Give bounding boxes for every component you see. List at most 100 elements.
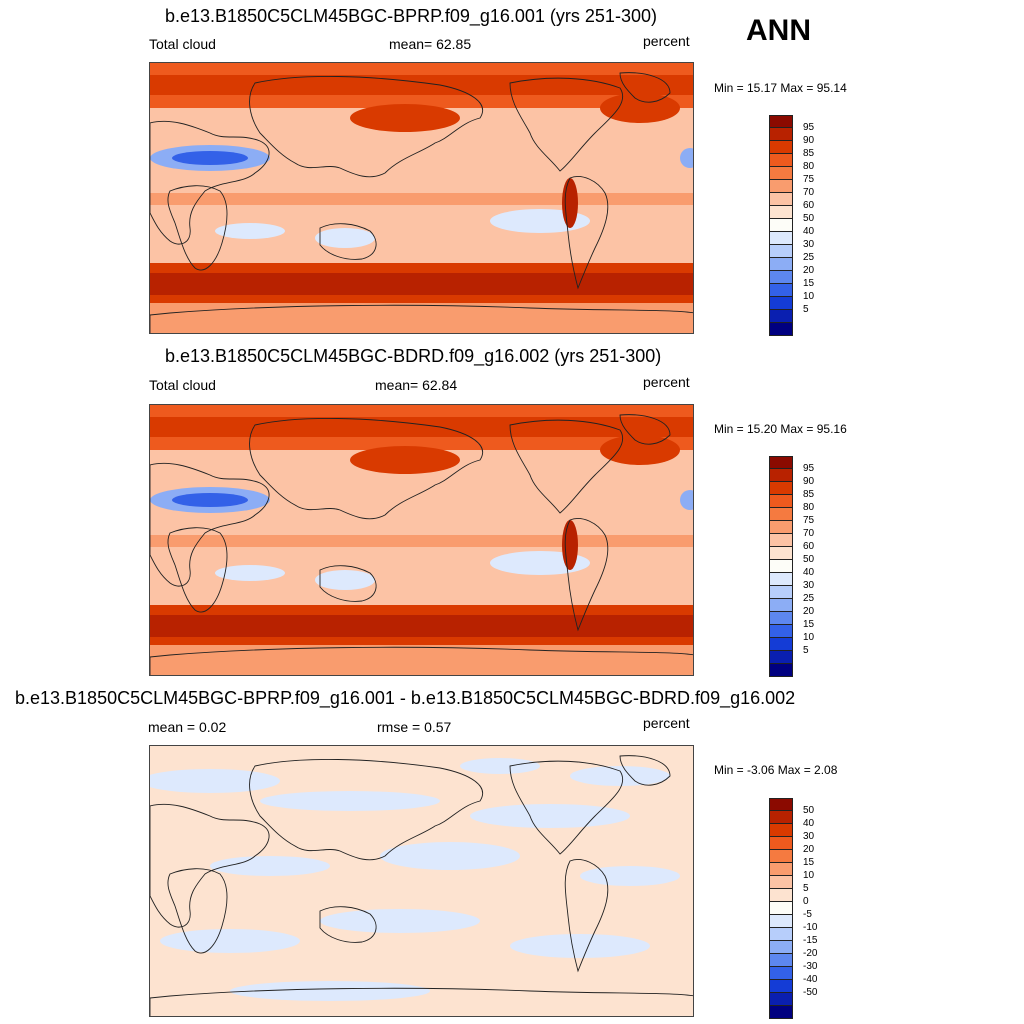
colorbar-swatch bbox=[769, 638, 793, 651]
n-pacific-cloud-region bbox=[350, 104, 460, 132]
colorbar-swatch bbox=[769, 980, 793, 993]
panel-3-mean-label: mean = 0.02 bbox=[148, 719, 227, 735]
band-southern-core bbox=[150, 273, 693, 295]
panel-3-rmse-label: rmse = 0.57 bbox=[377, 719, 452, 735]
colorbar-swatch bbox=[769, 915, 793, 928]
coastline bbox=[150, 987, 693, 1016]
coastline bbox=[249, 758, 483, 861]
colorbar-swatch bbox=[769, 664, 793, 677]
colorbar-swatch bbox=[769, 560, 793, 573]
coastline bbox=[619, 414, 671, 445]
coastline bbox=[167, 185, 228, 271]
colorbar-tick-label: 90 bbox=[803, 135, 815, 146]
band-north-core bbox=[150, 75, 693, 95]
colorbar-swatch bbox=[769, 651, 793, 664]
colorbar-swatch bbox=[769, 863, 793, 876]
colorbar-tick-label: 0 bbox=[803, 896, 809, 907]
colorbar-swatch bbox=[769, 245, 793, 258]
colorbar-swatch bbox=[769, 941, 793, 954]
coastline bbox=[319, 906, 377, 943]
colorbar-swatch bbox=[769, 850, 793, 863]
panel-3-title: b.e13.B1850C5CLM45BGC-BPRP.f09_g16.001 -… bbox=[15, 688, 796, 708]
panel-2-map bbox=[149, 404, 694, 676]
coastline bbox=[150, 304, 693, 333]
colorbar-tick-label: 30 bbox=[803, 580, 815, 591]
colorbar-swatch bbox=[769, 586, 793, 599]
colorbar-tick-label: 50 bbox=[803, 213, 815, 224]
coastline bbox=[150, 646, 693, 675]
negative-difference-region bbox=[470, 804, 630, 828]
colorbar-swatch bbox=[769, 837, 793, 850]
negative-difference-region bbox=[150, 769, 280, 793]
colorbar-swatch bbox=[769, 798, 793, 811]
negative-difference-region bbox=[570, 766, 670, 786]
colorbar-tick-label: 80 bbox=[803, 161, 815, 172]
colorbar-tick-label: 10 bbox=[803, 291, 815, 302]
coastline bbox=[509, 419, 624, 514]
colorbar-swatch bbox=[769, 824, 793, 837]
season-label: ANN bbox=[746, 14, 811, 47]
panel-3-map bbox=[149, 745, 694, 1017]
panel-1-minmax-label: Min = 15.17 Max = 95.14 bbox=[714, 81, 847, 95]
panel-3-colorbar: 50 40 30 20 15 10 5 0 -5 -10 -15 -20 -30 -40 -50 bbox=[769, 798, 817, 1019]
panel-1-title: b.e13.B1850C5CLM45BGC-BPRP.f09_g16.001 (… bbox=[165, 6, 657, 26]
colorbar-tick-label: 15 bbox=[803, 619, 815, 630]
coastline bbox=[167, 868, 228, 954]
colorbar-tick-label: 40 bbox=[803, 226, 815, 237]
colorbar-tick-label: 20 bbox=[803, 844, 815, 855]
colorbar-swatch bbox=[769, 323, 793, 336]
colorbar-tick-label: 25 bbox=[803, 593, 815, 604]
colorbar-swatch bbox=[769, 1006, 793, 1019]
colorbar-swatch bbox=[769, 508, 793, 521]
panel-2-mean-label: mean= 62.84 bbox=[375, 377, 458, 393]
colorbar-swatch bbox=[769, 219, 793, 232]
colorbar-swatch bbox=[769, 154, 793, 167]
colorbar-tick-label: 15 bbox=[803, 857, 815, 868]
colorbar-swatch bbox=[769, 206, 793, 219]
n-atlantic-cloud-region bbox=[600, 93, 680, 123]
panel-2-units-label: percent bbox=[643, 374, 690, 390]
colorbar-swatch bbox=[769, 180, 793, 193]
negative-difference-region bbox=[510, 934, 650, 958]
panel-3-units-label: percent bbox=[643, 715, 690, 731]
coastline bbox=[167, 527, 228, 613]
colorbar-tick-label: -40 bbox=[803, 974, 818, 985]
colorbar-tick-label: -10 bbox=[803, 922, 818, 933]
colorbar-swatch bbox=[769, 599, 793, 612]
colorbar-tick-label: 40 bbox=[803, 567, 815, 578]
itcz-band bbox=[150, 193, 693, 205]
negative-difference-region bbox=[160, 929, 300, 953]
band-north-core bbox=[150, 417, 693, 437]
n-atlantic-cloud-region bbox=[600, 435, 680, 465]
negative-difference-region bbox=[460, 758, 540, 774]
colorbar-tick-label: 10 bbox=[803, 870, 815, 881]
colorbar-swatch bbox=[769, 547, 793, 560]
colorbar-swatch bbox=[769, 141, 793, 154]
colorbar-tick-label: 60 bbox=[803, 200, 815, 211]
east-edge-clear-region bbox=[680, 148, 693, 168]
australia-clear-region bbox=[315, 228, 375, 248]
colorbar-tick-label: -30 bbox=[803, 961, 818, 972]
colorbar-tick-label: 5 bbox=[803, 645, 809, 656]
colorbar-tick-label: -20 bbox=[803, 948, 818, 959]
colorbar-tick-label: 50 bbox=[803, 805, 815, 816]
coastline bbox=[319, 565, 377, 602]
colorbar-swatch bbox=[769, 258, 793, 271]
panel-1-mean-label: mean= 62.85 bbox=[389, 36, 472, 52]
colorbar-swatch bbox=[769, 967, 793, 980]
colorbar-tick-label: 50 bbox=[803, 554, 815, 565]
colorbar-swatch bbox=[769, 469, 793, 482]
colorbar-tick-label: 5 bbox=[803, 883, 809, 894]
coastline bbox=[564, 176, 609, 290]
panel-2-colorbar: 95 90 85 80 75 70 60 50 40 30 25 20 15 10 5 bbox=[769, 456, 814, 677]
panel-1-colorbar: 95 90 85 80 75 70 60 50 40 30 25 20 15 10 5 bbox=[769, 115, 814, 336]
indian-ocean-clear-region bbox=[215, 565, 285, 581]
colorbar-swatch bbox=[769, 521, 793, 534]
coastline bbox=[619, 72, 671, 103]
andes-cloud-region bbox=[562, 520, 578, 570]
colorbar-swatch bbox=[769, 193, 793, 206]
colorbar-tick-label: 10 bbox=[803, 632, 815, 643]
colorbar-tick-label: 20 bbox=[803, 606, 815, 617]
colorbar-swatch bbox=[769, 612, 793, 625]
coastline bbox=[564, 859, 609, 973]
